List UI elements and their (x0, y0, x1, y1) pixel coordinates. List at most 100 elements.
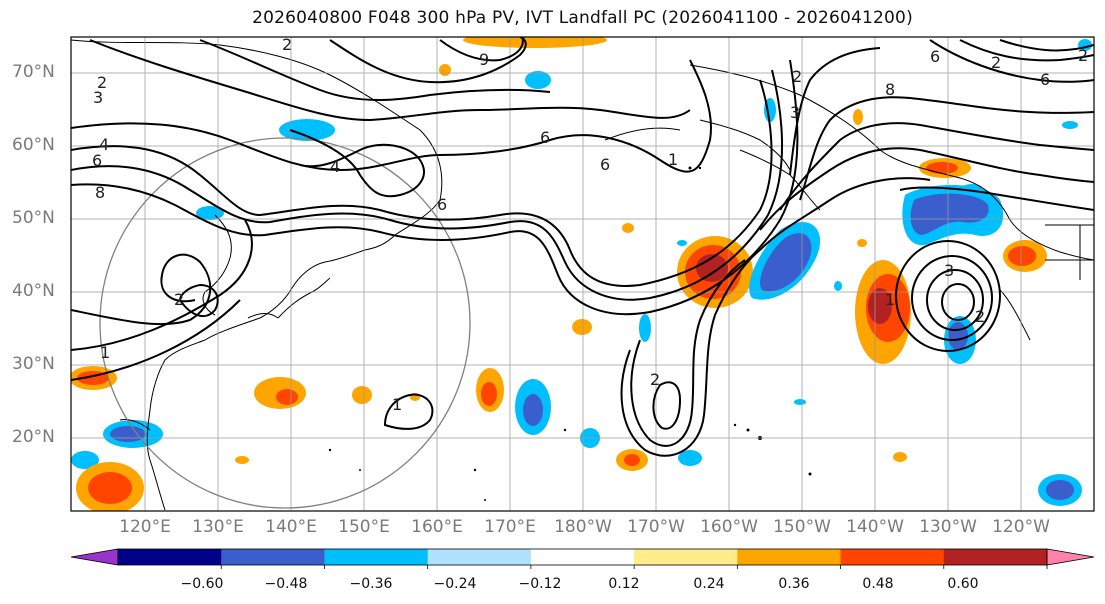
contour-label: 4 (330, 157, 340, 176)
lon-label: 120°E (119, 517, 171, 537)
lat-label: 20°N (12, 427, 55, 447)
colorbar-tick-label: 0.12 (608, 576, 640, 592)
colorbar-extend-max (1046, 548, 1095, 566)
colorbar-segment (324, 549, 429, 565)
contour-labels: 2 3 4 6 8 9 6 4 6 6 1 2 1 2 3 2 6 8 6 2 … (92, 35, 1088, 414)
colorbar-tick-label: −0.60 (180, 576, 224, 592)
contour-label: 3 (790, 103, 800, 122)
anomaly-negative (677, 240, 687, 246)
colorbar-segment (221, 549, 325, 565)
anomaly-positive (893, 452, 907, 462)
contour-label: 4 (99, 135, 109, 154)
anomaly-negative (678, 450, 702, 466)
colorbar-segment (943, 549, 1048, 565)
anomaly-positive (439, 64, 451, 76)
contour-label: 1 (392, 395, 402, 414)
lon-label: 170°E (484, 517, 536, 537)
colorbar-segment (118, 549, 222, 565)
colorbar-tick-label: −0.24 (433, 576, 477, 592)
islands (328, 166, 812, 501)
colorbar-extend-min (70, 548, 119, 566)
colorbar-tick-label: 0.24 (693, 576, 725, 592)
anomaly-positive (624, 454, 640, 466)
contour-label: 2 (1078, 46, 1088, 65)
lat-label: 70°N (12, 62, 55, 82)
colorbar-tick-label: 0.60 (947, 576, 979, 592)
anomaly-positive (853, 109, 863, 125)
anomaly-positive (868, 288, 892, 324)
pv-anomaly-fills (71, 37, 1092, 511)
anomaly-negative (639, 314, 651, 342)
anomaly-positive (857, 239, 867, 247)
contour-label: 2 (975, 307, 985, 326)
colorbar-segment (840, 549, 945, 565)
lon-label: 130°W (919, 517, 977, 537)
anomaly-negative (760, 233, 812, 292)
anomaly-negative (71, 451, 99, 469)
lat-label: 60°N (12, 135, 55, 155)
contour-label: 6 (92, 151, 102, 170)
anomaly-negative (525, 71, 551, 89)
contour-label: 2 (282, 35, 292, 54)
contour-label: 6 (540, 128, 550, 147)
anomaly-negative (1046, 480, 1074, 500)
lon-label: 160°E (411, 517, 463, 537)
anomaly-positive (463, 37, 607, 48)
contour-label: 1 (885, 290, 895, 309)
pv-contours (71, 37, 1094, 457)
lat-label: 40°N (12, 281, 55, 301)
anomaly-negative (834, 281, 842, 291)
anomaly-positive (622, 223, 634, 233)
lon-label: 140°E (265, 517, 317, 537)
colorbar-segment (737, 549, 842, 565)
lon-label: 150°W (773, 517, 831, 537)
anomaly-negative (794, 399, 806, 405)
contour-label: 2 (792, 67, 802, 86)
coastlines (71, 39, 1094, 511)
colorbar-tick-label: 0.36 (778, 576, 810, 592)
colorbar (70, 548, 1095, 569)
colorbar-segment (634, 549, 738, 565)
anomaly-positive (1008, 246, 1036, 266)
contour-label: 6 (600, 155, 610, 174)
contour-label: 6 (437, 195, 447, 214)
colorbar-tick-label: 0.48 (862, 576, 894, 592)
contour-label: 6 (930, 47, 940, 66)
anomaly-positive (276, 389, 298, 405)
contour-label: 8 (885, 80, 895, 99)
contour-label: 2 (991, 53, 1001, 72)
contour-label: 3 (944, 261, 954, 280)
lon-label: 150°E (338, 517, 390, 537)
lon-label: 180°W (554, 517, 612, 537)
contour-label: 1 (668, 150, 678, 169)
anomaly-positive (352, 386, 372, 404)
anomaly-positive (572, 319, 592, 335)
anomaly-positive (696, 254, 728, 282)
colorbar-tick-label: −0.36 (349, 576, 393, 592)
map-title: 2026040800 F048 300 hPa PV, IVT Landfall… (252, 8, 913, 28)
anomaly-positive (481, 382, 497, 406)
lat-label: 30°N (12, 354, 55, 374)
anomaly-negative (948, 322, 968, 350)
anomaly-negative (1062, 121, 1078, 129)
contour-label: 8 (95, 183, 105, 202)
lon-label: 120°W (992, 517, 1050, 537)
contour-label: 2 (174, 290, 184, 309)
anomaly-positive (926, 162, 958, 174)
anomaly-negative (279, 119, 335, 141)
anomaly-negative (523, 394, 543, 426)
lon-label: 130°E (192, 517, 244, 537)
contour-label: 1 (100, 343, 110, 362)
landfall-region-circle (99, 137, 471, 509)
contour-label: 2 (97, 73, 107, 92)
colorbar-segment (530, 549, 635, 565)
lon-label: 140°W (846, 517, 904, 537)
map-frame (70, 36, 1095, 512)
colorbar-tick-label: −0.48 (264, 576, 308, 592)
contour-label: 3 (93, 88, 103, 107)
anomaly-positive (88, 472, 132, 504)
lon-label: 160°W (700, 517, 758, 537)
lat-label: 50°N (12, 208, 55, 228)
contour-label: 2 (650, 370, 660, 389)
colorbar-segment (427, 549, 532, 565)
